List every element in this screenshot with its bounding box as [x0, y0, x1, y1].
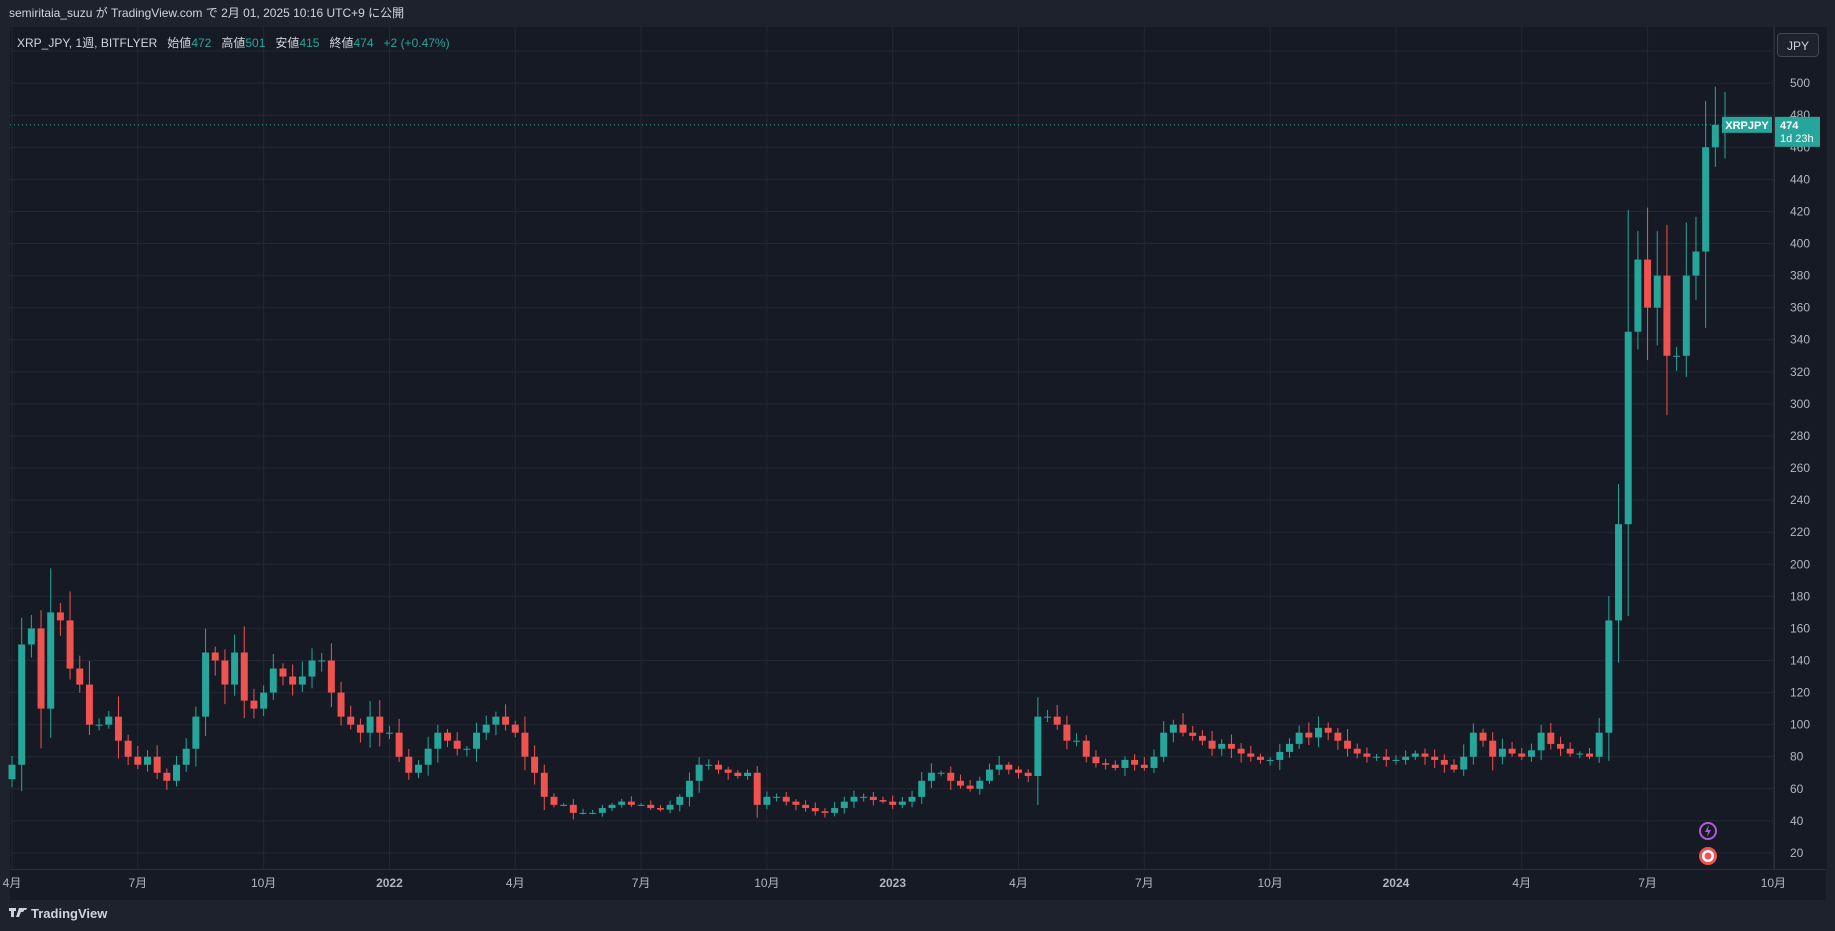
tradingview-logo-icon [9, 907, 27, 917]
currency-button[interactable]: JPY [1777, 33, 1819, 57]
ohlc-legend: XRP_JPY, 1週, BITFLYER 始値472 高値501 安値415 … [17, 34, 450, 51]
legend-change: +2 (+0.47%) [383, 36, 450, 50]
footer-brand: TradingView [31, 906, 108, 921]
legend-open: 472 [191, 36, 212, 50]
chart-pane[interactable] [10, 27, 1774, 869]
legend-close-label: 終値 [329, 36, 354, 50]
time-axis[interactable] [10, 869, 1826, 900]
tradingview-logo[interactable]: TradingView [9, 906, 107, 921]
legend-open-label: 始値 [167, 36, 192, 50]
legend-close: 474 [353, 36, 374, 50]
legend-high-label: 高値 [221, 36, 246, 50]
lightning-icon[interactable] [1698, 821, 1718, 841]
legend-symbol[interactable]: XRP_JPY, 1週, BITFLYER [17, 36, 158, 50]
publish-info: semiritaia_suzu が TradingView.com で 2月 0… [0, 0, 1835, 27]
legend-low: 415 [299, 36, 320, 50]
record-icon[interactable] [1698, 846, 1718, 866]
price-axis[interactable] [1774, 27, 1827, 869]
legend-low-label: 安値 [275, 36, 300, 50]
legend-high: 501 [245, 36, 266, 50]
